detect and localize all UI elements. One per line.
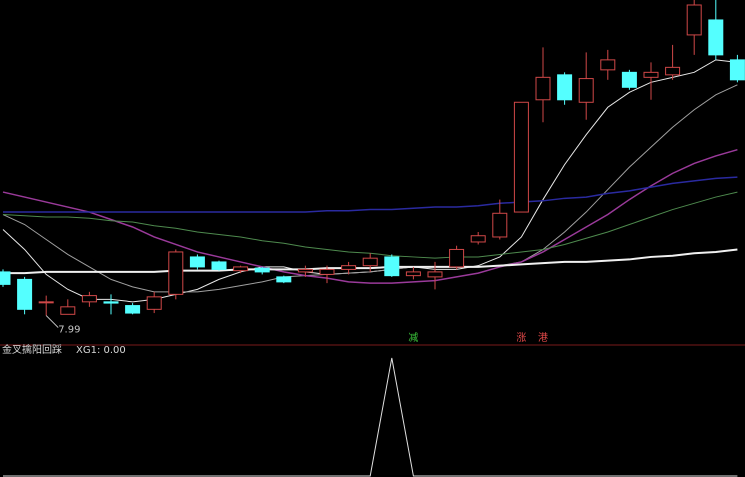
- low-price-label: 7.99: [58, 325, 80, 336]
- candle-body: [319, 268, 335, 275]
- candle-body: [643, 71, 659, 78]
- candle-body: [341, 265, 357, 270]
- candle-body: [81, 295, 97, 303]
- candle-body: [38, 301, 54, 304]
- candle-body: [17, 278, 33, 310]
- candle-body: [470, 235, 486, 243]
- candle-body: [557, 74, 573, 101]
- candle-body: [513, 101, 529, 213]
- moving-average-line: [2, 148, 738, 284]
- candle-body: [276, 276, 292, 283]
- signal-label: 涨: [516, 332, 526, 344]
- candle-body: [405, 271, 421, 277]
- candle-body: [384, 256, 400, 277]
- low-pointer: [45, 315, 59, 328]
- candle-body: [362, 257, 378, 267]
- candle-body: [578, 78, 594, 103]
- indicator-legend: XG1: 0.00: [76, 345, 126, 356]
- candle-body: [103, 301, 119, 304]
- candle-body: [492, 212, 508, 238]
- candle-body: [233, 266, 249, 272]
- indicator-line: [3, 357, 738, 477]
- signal-label: 减: [408, 332, 418, 344]
- candle-body: [297, 268, 313, 273]
- candle-body: [729, 59, 745, 81]
- candle-body: [254, 267, 270, 273]
- moving-average-line: [3, 176, 738, 213]
- moving-average-line: [2, 191, 738, 259]
- candle-body: [449, 248, 465, 268]
- candle-body: [168, 251, 184, 295]
- signal-label: 港: [538, 332, 548, 344]
- candle-body: [686, 4, 702, 36]
- candle-body: [708, 19, 724, 56]
- candle-body: [600, 59, 616, 71]
- candle-body: [211, 261, 227, 270]
- candle-body: [535, 76, 551, 101]
- candle-body: [189, 256, 205, 268]
- candle-body: [621, 71, 637, 88]
- candle-body: [60, 306, 76, 315]
- candle-body: [427, 271, 443, 278]
- candle-body: [146, 296, 162, 310]
- candle-body: [125, 305, 141, 314]
- candle-body: [0, 271, 11, 285]
- indicator-title: 金叉擒阳回踩: [2, 343, 62, 356]
- candle-body: [665, 66, 681, 76]
